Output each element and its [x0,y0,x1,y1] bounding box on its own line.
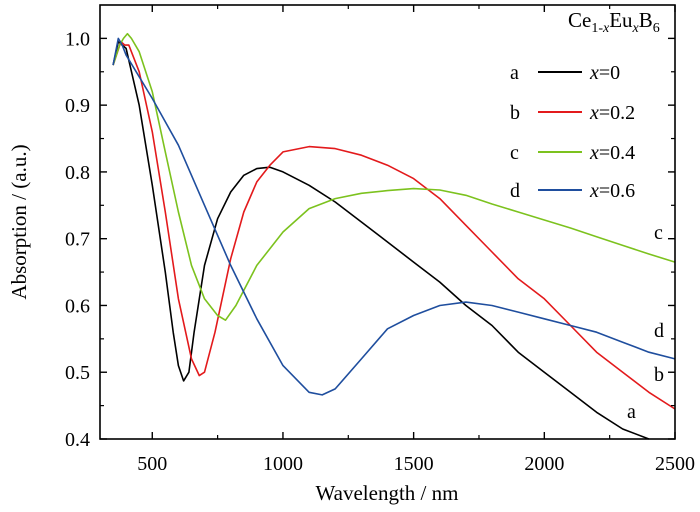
y-tick-label: 1.0 [65,28,90,50]
series-end-label-a: a [627,401,636,423]
series-line-c [112,32,676,322]
x-axis-title: Wavelength / nm [316,481,459,505]
legend-label: x=0.6 [589,180,635,202]
x-tick-label: 1000 [263,453,303,475]
series-end-label-c: c [654,222,663,244]
legend-label: x=0.2 [589,102,635,124]
y-axis-title: Absorption / (a.u.) [7,144,31,299]
x-tick-label: 2000 [524,453,564,475]
x-tick-label: 2500 [655,453,695,475]
legend-label: x=0.4 [589,142,635,164]
formula-annotation: Ce1-xEuxB6 [568,8,660,36]
formula-ce: Ce [568,8,591,32]
legend-letter: c [510,142,519,164]
end-labels: ab c d [627,222,664,423]
series-line-d [112,37,676,396]
formula-sub-1: 1- [591,21,603,36]
y-tick-label: 0.6 [65,295,90,317]
formula-sub-x2: x [632,21,640,36]
plot-frame [99,4,676,440]
series-line-a [112,40,650,440]
formula-eu: Eu [609,8,633,32]
series-end-label-d: d [654,320,664,342]
y-tick-label: 0.9 [65,95,90,117]
legend-letter: d [510,180,520,202]
legend-label: x=0 [589,62,620,84]
legend-entry-d: d x=0.6 [510,180,635,202]
legend-letter: a [510,62,519,84]
series-layer [112,32,676,440]
formula-sub-6: 6 [653,21,660,36]
y-tick-label: 0.7 [65,229,90,251]
x-tick-label: 500 [137,453,167,475]
formula-b: B [639,8,653,32]
y-tick-label: 0.4 [65,429,90,451]
legend-entry-a: a x=0 [510,62,620,84]
series-end-label-b: b [654,364,664,386]
y-tick-label: 0.8 [65,162,90,184]
formula-sub-x: x [602,21,610,36]
x-tick-label: 1500 [394,453,434,475]
y-tick-label: 0.5 [65,362,90,384]
legend-entry-b: b x=0.2 [510,102,635,124]
legend: a x=0 b x=0.2 c x=0.4 d x=0.6 [510,62,635,202]
legend-entry-c: c x=0.4 [510,142,635,164]
series-line-b [112,40,676,410]
legend-letter: b [510,102,520,124]
